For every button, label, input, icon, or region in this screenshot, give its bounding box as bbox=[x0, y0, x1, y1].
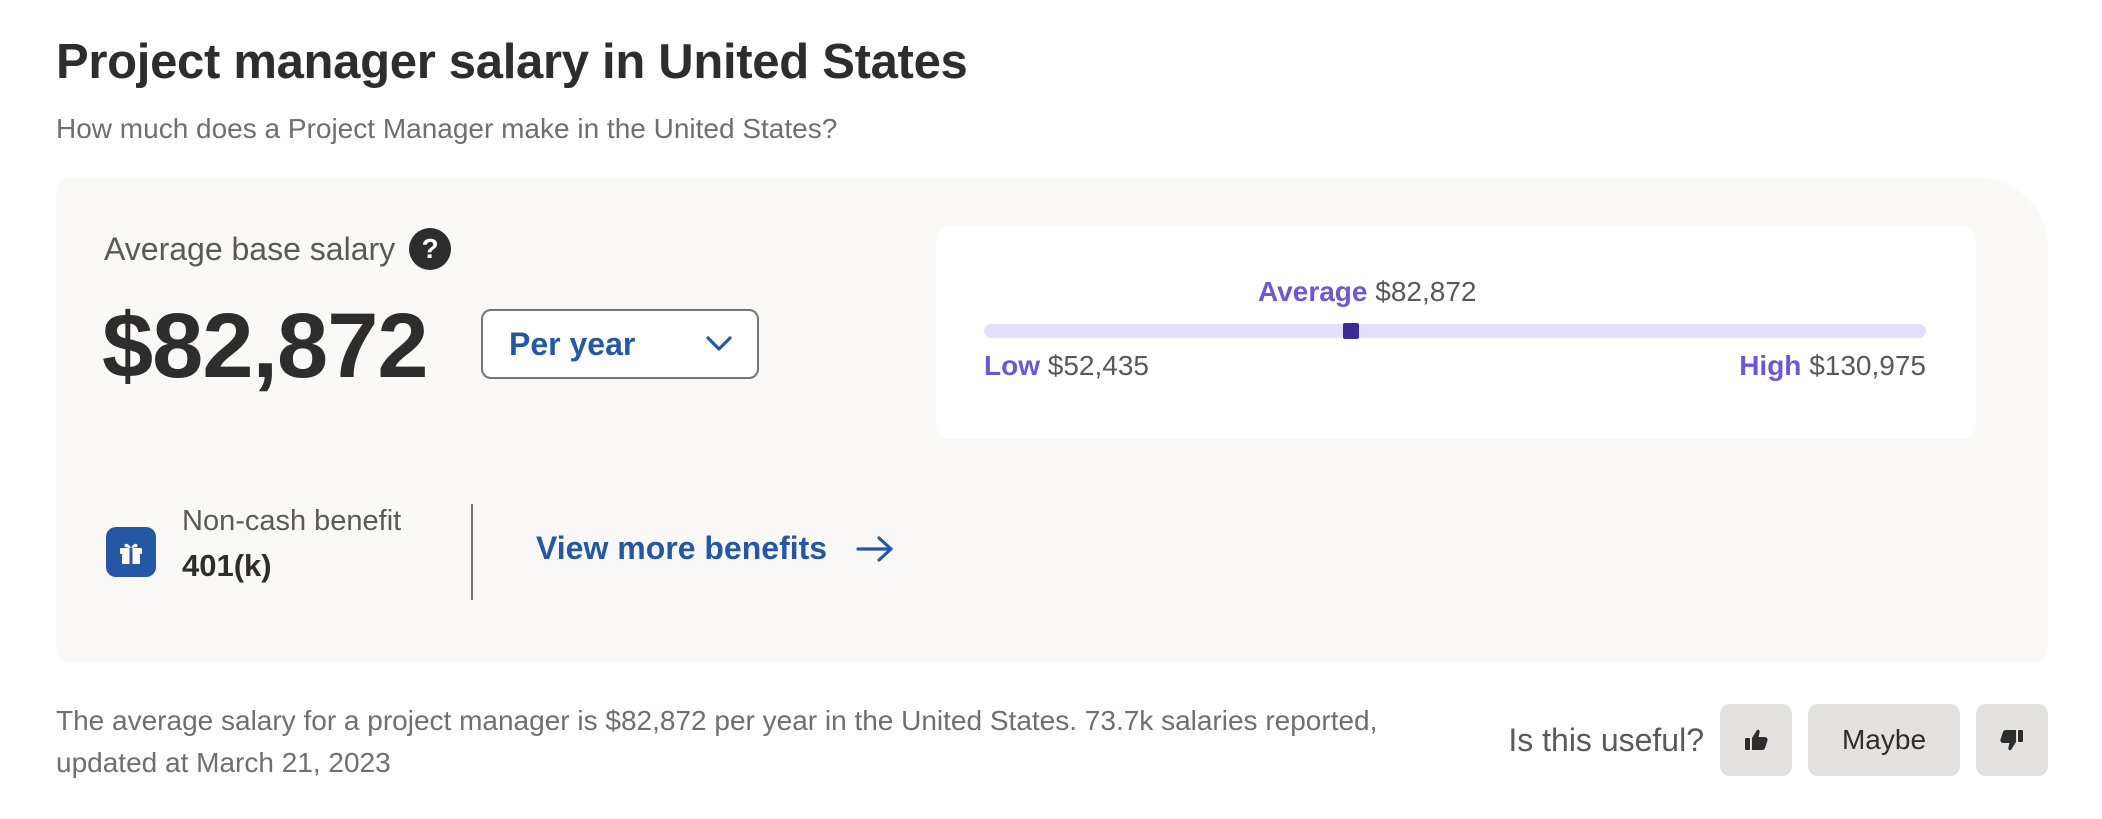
feedback-question: Is this useful? bbox=[1508, 721, 1704, 758]
pay-period-select[interactable]: Per year bbox=[481, 309, 759, 379]
salary-range-panel: Average $82,872 Low $52,435 High $130,97… bbox=[936, 226, 1976, 439]
range-high-label: High bbox=[1739, 350, 1802, 381]
benefit-value: 401(k) bbox=[182, 548, 272, 583]
range-average: Average $82,872 bbox=[1258, 276, 1476, 308]
range-low-value: $52,435 bbox=[1047, 350, 1149, 381]
range-high-value: $130,975 bbox=[1809, 350, 1926, 381]
thumbs-down-icon bbox=[1999, 728, 2025, 752]
benefit-text: Non-cash benefit 401(k) bbox=[182, 503, 401, 584]
range-low-label: Low bbox=[984, 350, 1040, 381]
page-subtitle: How much does a Project Manager make in … bbox=[56, 113, 838, 144]
benefit-divider bbox=[471, 504, 473, 600]
salary-card: Average base salary ? $82,872 Per year A… bbox=[56, 178, 2048, 662]
range-average-marker bbox=[1343, 323, 1360, 339]
maybe-button[interactable]: Maybe bbox=[1808, 704, 1960, 776]
page-title: Project manager salary in United States bbox=[56, 35, 968, 89]
range-average-label: Average bbox=[1258, 276, 1368, 307]
range-average-value: $82,872 bbox=[1375, 276, 1477, 307]
non-cash-benefit: Non-cash benefit 401(k) bbox=[106, 503, 401, 584]
benefit-label: Non-cash benefit bbox=[182, 505, 402, 537]
pay-period-selected: Per year bbox=[509, 325, 636, 362]
average-salary-value: $82,872 bbox=[102, 295, 429, 397]
range-low: Low $52,435 bbox=[984, 350, 1149, 382]
feedback-bar: Is this useful? Maybe bbox=[1508, 704, 2048, 776]
thumbs-up-button[interactable] bbox=[1720, 704, 1792, 776]
thumbs-up-icon bbox=[1743, 728, 1769, 752]
chevron-down-icon bbox=[705, 335, 733, 353]
view-more-benefits-label: View more benefits bbox=[536, 530, 828, 566]
thumbs-down-button[interactable] bbox=[1976, 704, 2048, 776]
range-high: High $130,975 bbox=[1739, 350, 1926, 382]
salary-summary: The average salary for a project manager… bbox=[56, 705, 1378, 778]
range-track bbox=[984, 323, 1926, 339]
arrow-right-icon bbox=[855, 534, 895, 564]
view-more-benefits-link[interactable]: View more benefits bbox=[536, 530, 895, 567]
average-salary-label-row: Average base salary ? bbox=[104, 228, 452, 270]
average-salary-label: Average base salary bbox=[104, 230, 396, 267]
gift-icon bbox=[106, 527, 156, 577]
question-icon[interactable]: ? bbox=[409, 228, 452, 270]
